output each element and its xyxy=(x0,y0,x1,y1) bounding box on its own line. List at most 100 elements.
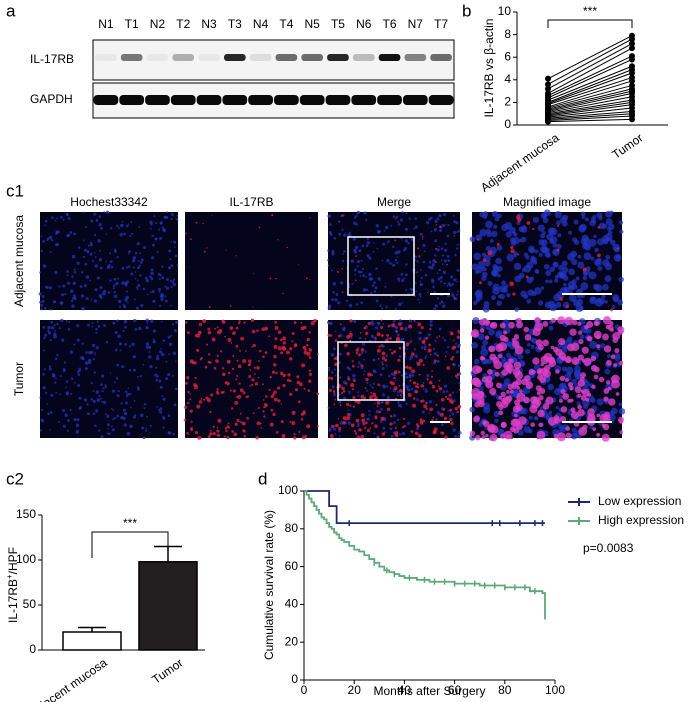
dot xyxy=(393,370,398,375)
dot xyxy=(513,232,518,237)
dot xyxy=(418,301,421,304)
dot xyxy=(516,321,524,329)
dot xyxy=(366,429,370,433)
dot xyxy=(273,344,278,349)
dot xyxy=(330,269,333,272)
dot xyxy=(107,291,111,294)
dot xyxy=(521,407,528,415)
dot xyxy=(354,432,358,435)
dot xyxy=(604,300,608,304)
dot xyxy=(89,243,94,247)
dot xyxy=(309,279,311,281)
dot xyxy=(175,320,179,324)
dot xyxy=(370,373,374,377)
dot xyxy=(148,355,152,359)
dot xyxy=(83,398,88,402)
dot xyxy=(493,410,500,418)
dot xyxy=(173,403,177,407)
dot xyxy=(227,422,230,425)
dot xyxy=(614,352,621,359)
dot xyxy=(151,290,155,294)
dot xyxy=(397,358,401,362)
dot xyxy=(392,319,396,323)
dot xyxy=(154,237,158,241)
dot xyxy=(128,369,132,372)
dot xyxy=(453,339,455,342)
dot xyxy=(262,355,265,359)
dot xyxy=(535,385,542,392)
dot xyxy=(532,357,540,365)
dot xyxy=(198,400,203,404)
dot xyxy=(316,425,319,428)
dot xyxy=(161,226,164,229)
dot xyxy=(420,276,423,280)
dot xyxy=(132,256,137,260)
dot xyxy=(43,336,46,340)
dot xyxy=(545,270,552,277)
dot xyxy=(216,429,220,433)
dot xyxy=(419,268,422,271)
dot xyxy=(351,364,355,368)
dot xyxy=(489,322,496,328)
dot xyxy=(433,254,436,256)
dot xyxy=(334,362,338,367)
pair-line xyxy=(547,69,633,103)
dot xyxy=(152,338,155,341)
dot xyxy=(358,361,361,365)
dot xyxy=(426,377,429,381)
dot xyxy=(159,237,163,241)
dot xyxy=(108,264,111,267)
dot xyxy=(442,224,446,228)
dot xyxy=(256,329,259,332)
dot xyxy=(556,248,560,252)
dot xyxy=(268,388,271,391)
dot xyxy=(316,392,320,396)
dot xyxy=(432,286,435,289)
dot xyxy=(268,335,271,338)
dot xyxy=(452,230,457,235)
dot xyxy=(577,354,585,361)
dot xyxy=(433,228,438,232)
dot xyxy=(594,284,603,292)
dot xyxy=(44,307,47,310)
dot xyxy=(433,352,437,356)
dot xyxy=(239,412,242,415)
dot xyxy=(545,75,551,82)
dot xyxy=(149,365,153,369)
dot xyxy=(413,348,417,351)
dot xyxy=(535,339,543,347)
blot-box xyxy=(92,39,455,81)
dot xyxy=(48,235,53,240)
dot xyxy=(496,400,503,408)
dot xyxy=(424,356,427,359)
dot xyxy=(302,410,306,414)
x-tick-label: Adjacent mucosa xyxy=(26,655,110,702)
dot xyxy=(90,298,93,301)
dot xyxy=(362,373,365,376)
dot xyxy=(140,375,142,377)
dot xyxy=(516,392,526,402)
dot xyxy=(338,352,342,356)
dot xyxy=(139,261,143,264)
dot xyxy=(113,322,116,325)
dot xyxy=(398,384,401,387)
dot xyxy=(373,432,376,435)
dot xyxy=(618,276,624,283)
dot xyxy=(501,356,507,362)
dot xyxy=(87,250,89,252)
dot xyxy=(605,380,611,385)
dot xyxy=(397,221,399,223)
dot xyxy=(545,396,554,405)
dot xyxy=(609,327,614,332)
band xyxy=(170,95,196,105)
dot xyxy=(254,373,256,376)
dot xyxy=(174,254,178,258)
dot xyxy=(405,385,409,389)
dot xyxy=(615,392,620,396)
dot xyxy=(585,266,591,271)
dot xyxy=(569,328,577,336)
dot xyxy=(578,330,583,335)
dot xyxy=(547,383,555,391)
dot xyxy=(416,362,421,366)
dot xyxy=(394,258,398,262)
